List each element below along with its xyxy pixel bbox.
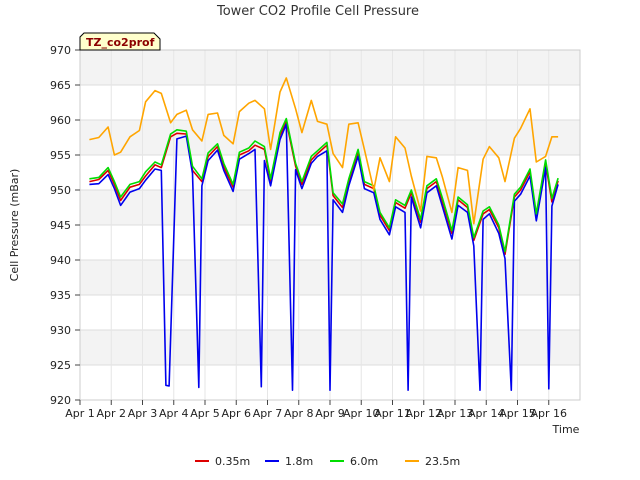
x-tick-label: Apr 7 <box>253 407 283 420</box>
legend: 0.35m 1.8m 6.0m 23.5m <box>195 455 460 468</box>
x-tick-label: Apr 16 <box>530 407 567 420</box>
site-label: TZ_co2prof <box>86 36 155 49</box>
chart-title: Tower CO2 Profile Cell Pressure <box>216 4 419 19</box>
x-tick-label: Apr 11 <box>374 407 411 420</box>
x-tick-label: Apr 15 <box>499 407 536 420</box>
series-line-6-0m <box>89 117 559 253</box>
x-tick-label: Apr 2 <box>96 407 126 420</box>
y-tick-label: 960 <box>50 114 71 127</box>
legend-label: 23.5m <box>425 455 460 468</box>
y-tick-label: 935 <box>50 289 71 302</box>
y-tick-label: 955 <box>50 149 71 162</box>
x-tick-label: Apr 3 <box>128 407 158 420</box>
series-line-1-8m <box>89 123 559 392</box>
site-label-box: TZ_co2prof <box>79 32 161 51</box>
y-tick-label: 965 <box>50 79 71 92</box>
x-tick-label: Apr 8 <box>284 407 314 420</box>
series-lines <box>89 77 559 392</box>
legend-label: 1.8m <box>285 455 313 468</box>
y-tick-label: 940 <box>50 254 71 267</box>
x-axis-ticks: Apr 1 Apr 2 Apr 3 Apr 4 Apr 5 Apr 6 Apr 7 Apr 8… <box>65 400 567 420</box>
y-tick-label: 925 <box>50 359 71 372</box>
y-axis-ticks: 920 925 930 935 940 945 950 955 960 965 970 <box>50 44 80 407</box>
x-tick-label: Apr 6 <box>221 407 251 420</box>
y-axis-label: Cell Pressure (mBar) <box>8 169 21 282</box>
x-tick-label: Apr 10 <box>343 407 380 420</box>
y-tick-label: 945 <box>50 219 71 232</box>
x-tick-label: Apr 5 <box>190 407 220 420</box>
legend-label: 6.0m <box>350 455 378 468</box>
series-line-23-5m <box>89 77 559 225</box>
y-tick-label: 930 <box>50 324 71 337</box>
x-tick-label: Apr 13 <box>437 407 474 420</box>
x-axis-label: Time <box>552 423 580 436</box>
x-tick-label: Apr 12 <box>405 407 442 420</box>
y-tick-label: 970 <box>50 44 71 57</box>
x-tick-label: Apr 4 <box>159 407 189 420</box>
y-tick-label: 950 <box>50 184 71 197</box>
x-tick-label: Apr 1 <box>65 407 95 420</box>
x-tick-label: Apr 14 <box>468 407 505 420</box>
y-tick-label: 920 <box>50 394 71 407</box>
legend-label: 0.35m <box>215 455 250 468</box>
x-tick-label: Apr 9 <box>315 407 345 420</box>
